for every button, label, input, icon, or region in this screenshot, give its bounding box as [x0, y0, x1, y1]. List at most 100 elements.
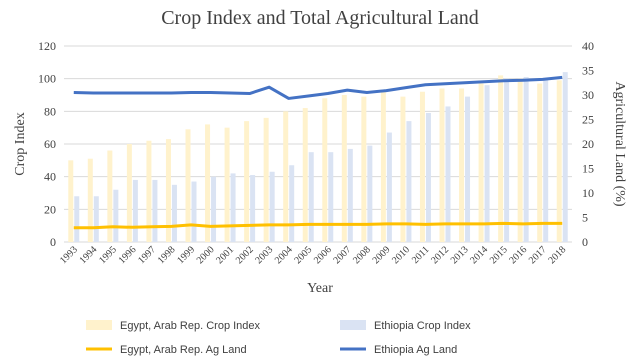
legend-label: Ethiopia Crop Index	[374, 320, 471, 332]
bar	[347, 148, 353, 242]
bar	[308, 152, 314, 242]
x-tick-label: 2018	[546, 244, 568, 266]
y-tick-label: 60	[44, 137, 56, 151]
x-tick-label: 2002	[234, 244, 256, 266]
bar	[361, 96, 367, 242]
bar	[289, 165, 295, 242]
legend-swatch	[340, 320, 366, 330]
y2-tick-label: 30	[582, 88, 594, 102]
y2-axis-title: Agricultural Land (%)	[612, 81, 627, 207]
bar	[244, 121, 250, 242]
y2-tick-label: 0	[582, 235, 588, 249]
x-tick-label: 2006	[312, 244, 334, 266]
y-tick-label: 40	[44, 170, 56, 184]
bar	[126, 144, 132, 242]
x-axis-title: Year	[307, 281, 333, 296]
bar	[146, 140, 152, 242]
bar	[400, 96, 406, 242]
x-tick-label: 2004	[273, 244, 295, 266]
bar	[478, 83, 484, 242]
x-tick-label: 1996	[117, 244, 139, 266]
bar	[459, 88, 465, 242]
bar	[107, 150, 113, 242]
bar	[269, 171, 275, 242]
legend-label: Ethiopia Ag Land	[374, 344, 457, 356]
x-tick-label: 1998	[156, 244, 178, 266]
x-tick-label: 2009	[371, 244, 393, 266]
bar	[132, 179, 138, 242]
bar	[439, 88, 445, 242]
legend-swatch	[86, 320, 112, 330]
x-tick-label: 1995	[97, 244, 119, 266]
bar	[517, 78, 523, 243]
bar	[380, 91, 386, 242]
bar	[211, 176, 217, 242]
bar	[191, 181, 197, 242]
x-tick-label: 2010	[390, 244, 412, 266]
bar	[425, 112, 431, 242]
x-tick-label: 1994	[78, 244, 100, 266]
x-tick-label: 2012	[429, 244, 451, 266]
x-tick-label: 2000	[195, 244, 217, 266]
y-tick-label: 0	[50, 235, 56, 249]
bar	[87, 158, 93, 242]
bar	[93, 196, 99, 242]
y-tick-label: 100	[38, 72, 56, 86]
x-tick-label: 2003	[253, 244, 275, 266]
bar	[419, 91, 425, 242]
y2-tick-label: 5	[582, 211, 588, 225]
bar	[171, 184, 177, 242]
x-tick-label: 2016	[507, 244, 529, 266]
bar	[523, 77, 529, 243]
bar	[205, 124, 211, 242]
x-tick-label: 1997	[136, 244, 158, 266]
x-tick-label: 1999	[175, 244, 197, 266]
x-tick-label: 2011	[410, 244, 432, 266]
x-tick-label: 2008	[351, 244, 373, 266]
bar	[537, 83, 543, 242]
y-tick-label: 20	[44, 202, 56, 216]
legend-label: Egypt, Arab Rep. Crop Index	[120, 320, 261, 332]
y2-tick-label: 25	[582, 113, 594, 127]
y-tick-label: 80	[44, 104, 56, 118]
x-tick-label: 2017	[527, 244, 549, 266]
y-tick-label: 120	[38, 39, 56, 53]
x-tick-label: 2014	[468, 244, 490, 266]
bar	[406, 121, 412, 242]
bar	[185, 129, 191, 242]
bar	[113, 189, 119, 242]
y-axis-title: Crop Index	[13, 112, 28, 175]
y2-tick-label: 35	[582, 64, 594, 78]
bar	[498, 75, 504, 243]
bar	[543, 78, 549, 243]
bar	[68, 160, 74, 242]
bar	[367, 145, 373, 242]
bar	[250, 175, 256, 242]
bar	[263, 117, 269, 242]
bar	[328, 152, 334, 242]
x-tick-label: 2015	[488, 244, 510, 266]
bar	[230, 173, 236, 242]
bar	[484, 85, 490, 242]
bar	[165, 139, 171, 242]
bar	[341, 95, 347, 242]
x-tick-label: 1993	[58, 244, 80, 266]
bar	[283, 111, 289, 242]
chart-title: Crop Index and Total Agricultural Land	[161, 7, 479, 29]
x-tick-label: 2007	[332, 244, 354, 266]
bar	[465, 96, 471, 242]
bar	[74, 196, 80, 242]
bar	[504, 78, 510, 243]
legend-label: Egypt, Arab Rep. Ag Land	[120, 344, 247, 356]
y2-tick-label: 40	[582, 39, 594, 53]
bar	[562, 72, 568, 242]
x-tick-label: 2001	[214, 244, 236, 266]
bar	[302, 108, 308, 242]
series-line	[73, 75, 563, 100]
bar	[224, 127, 230, 242]
x-tick-label: 2013	[449, 244, 471, 266]
y2-tick-label: 10	[582, 186, 594, 200]
bar	[322, 98, 328, 243]
